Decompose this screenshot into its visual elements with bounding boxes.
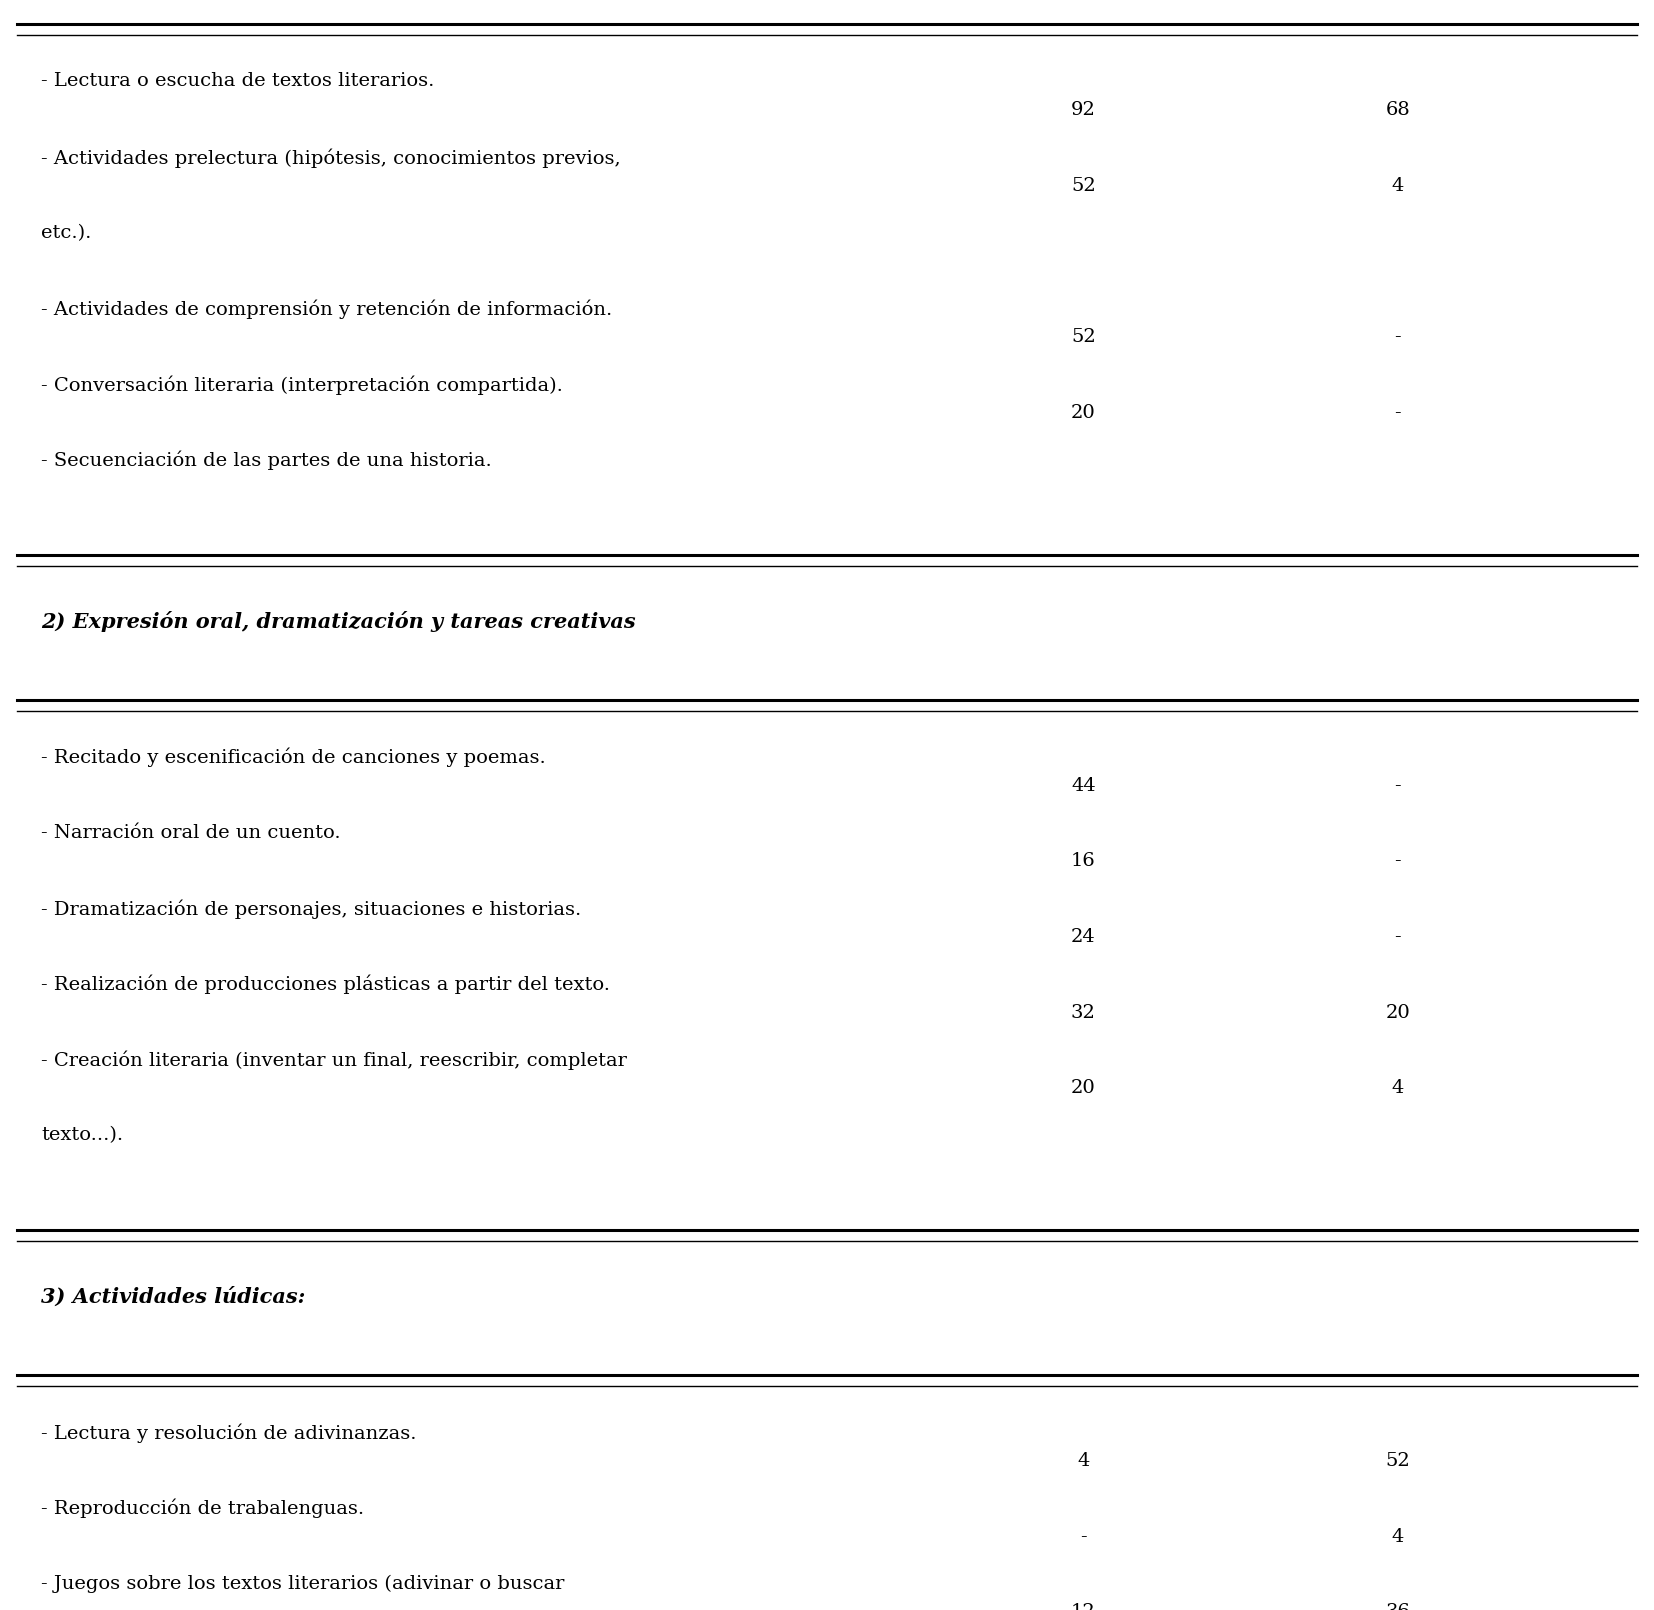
- Text: - Narración oral de un cuento.: - Narración oral de un cuento.: [41, 824, 341, 842]
- Text: - Realización de producciones plásticas a partir del texto.: - Realización de producciones plásticas …: [41, 976, 610, 995]
- Text: 4: 4: [1391, 1528, 1404, 1546]
- Text: 24: 24: [1072, 927, 1095, 947]
- Text: -: -: [1394, 927, 1401, 947]
- Text: 52: 52: [1386, 1452, 1409, 1470]
- Text: texto...).: texto...).: [41, 1127, 124, 1145]
- Text: -: -: [1080, 1528, 1087, 1546]
- Text: - Lectura o escucha de textos literarios.: - Lectura o escucha de textos literarios…: [41, 72, 435, 90]
- Text: 2) Expresión oral, dramatización y tareas creativas: 2) Expresión oral, dramatización y tarea…: [41, 612, 637, 633]
- Text: 20: 20: [1386, 1003, 1409, 1022]
- Text: -: -: [1394, 852, 1401, 871]
- Text: 20: 20: [1072, 404, 1095, 422]
- Text: etc.).: etc.).: [41, 224, 91, 242]
- Text: 20: 20: [1072, 1079, 1095, 1098]
- Text: - Actividades de comprensión y retención de información.: - Actividades de comprensión y retención…: [41, 299, 612, 319]
- Text: 44: 44: [1072, 776, 1095, 795]
- Text: 12: 12: [1072, 1604, 1095, 1610]
- Text: - Conversación literaria (interpretación compartida).: - Conversación literaria (interpretación…: [41, 375, 564, 394]
- Text: - Lectura y resolución de adivinanzas.: - Lectura y resolución de adivinanzas.: [41, 1423, 417, 1443]
- Text: 16: 16: [1072, 852, 1095, 871]
- Text: - Dramatización de personajes, situaciones e historias.: - Dramatización de personajes, situacion…: [41, 900, 582, 919]
- Text: 68: 68: [1386, 101, 1409, 119]
- Text: 32: 32: [1070, 1003, 1097, 1022]
- Text: - Juegos sobre los textos literarios (adivinar o buscar: - Juegos sobre los textos literarios (ad…: [41, 1575, 564, 1592]
- Text: 3) Actividades lúdicas:: 3) Actividades lúdicas:: [41, 1286, 306, 1307]
- Text: 92: 92: [1070, 101, 1097, 119]
- Text: 4: 4: [1391, 1079, 1404, 1098]
- Text: -: -: [1394, 776, 1401, 795]
- Text: 36: 36: [1384, 1604, 1411, 1610]
- Text: - Creación literaria (inventar un final, reescribir, completar: - Creación literaria (inventar un final,…: [41, 1051, 627, 1071]
- Text: - Secuenciación de las partes de una historia.: - Secuenciación de las partes de una his…: [41, 451, 493, 470]
- Text: - Actividades prelectura (hipótesis, conocimientos previos,: - Actividades prelectura (hipótesis, con…: [41, 148, 620, 167]
- Text: 4: 4: [1391, 177, 1404, 195]
- Text: -: -: [1394, 404, 1401, 422]
- Text: -: -: [1394, 328, 1401, 346]
- Text: - Recitado y escenificación de canciones y poemas.: - Recitado y escenificación de canciones…: [41, 749, 546, 768]
- Text: 52: 52: [1072, 328, 1095, 346]
- Text: 4: 4: [1077, 1452, 1090, 1470]
- Text: 52: 52: [1072, 177, 1095, 195]
- Text: - Reproducción de trabalenguas.: - Reproducción de trabalenguas.: [41, 1499, 364, 1518]
